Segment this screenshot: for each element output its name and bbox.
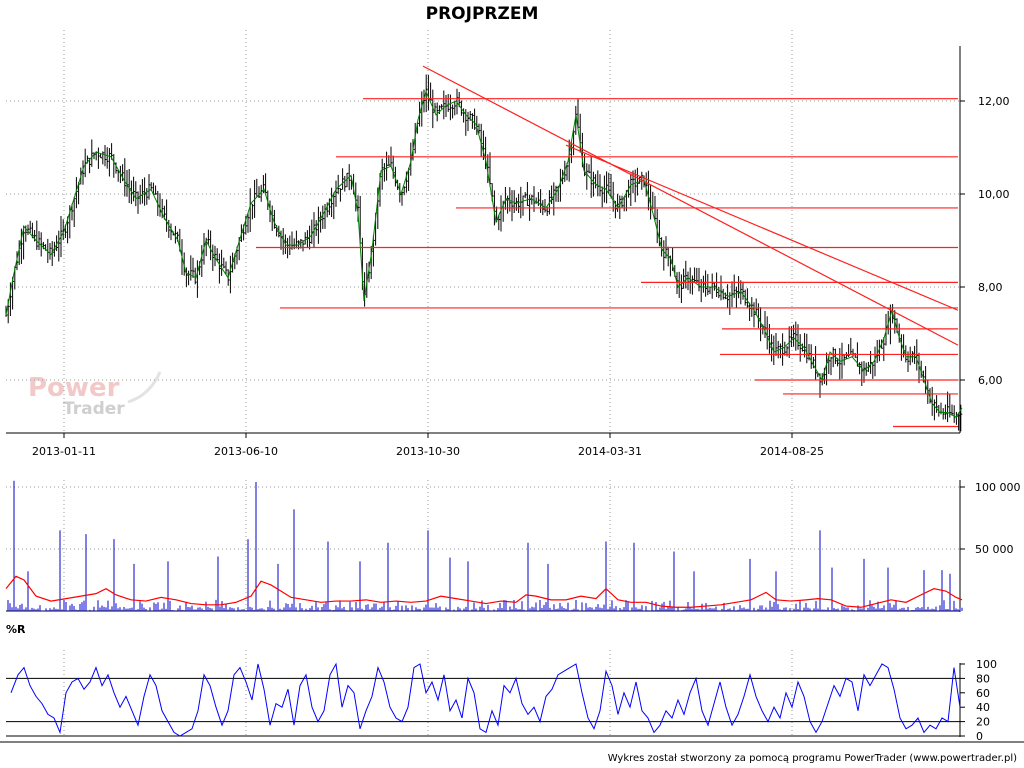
- price-y-tick-label: 8,00: [978, 281, 1003, 294]
- volume-average-line: [5, 575, 963, 608]
- watermark-line2: Trader: [63, 399, 125, 419]
- footer-credit: Wykres został stworzony za pomocą progra…: [608, 753, 1017, 764]
- watermark-swoosh-icon: [127, 371, 162, 404]
- price-y-tick-label: 12,00: [978, 95, 1010, 108]
- x-tick-label: 2013-06-10: [214, 445, 278, 458]
- williams-y-tick-label: 60: [976, 687, 990, 700]
- volume-y-tick-label: 100 000: [975, 481, 1021, 494]
- williams-y-tick-label: 20: [976, 716, 990, 729]
- chart-title: PROJPRZEM: [426, 4, 539, 24]
- x-tick-label: 2014-03-31: [578, 445, 642, 458]
- price-y-tick-label: 10,00: [978, 188, 1010, 201]
- williams-pane-label: %R: [6, 623, 26, 636]
- x-tick-label: 2014-08-25: [760, 445, 824, 458]
- watermark: Power Trader: [28, 371, 162, 419]
- watermark-line1: Power: [28, 373, 120, 403]
- volume-y-tick-label: 50 000: [975, 543, 1014, 556]
- trend-line: [565, 144, 959, 311]
- williams-y-tick-label: 0: [976, 730, 983, 743]
- williams-y-tick-label: 40: [976, 701, 990, 714]
- williams-r-line: [10, 662, 961, 737]
- price-y-tick-label: 6,00: [978, 374, 1003, 387]
- williams-y-tick-label: 80: [976, 672, 990, 685]
- trend-line: [422, 65, 959, 346]
- price-pane: [6, 30, 960, 435]
- x-tick-label: 2013-10-30: [396, 445, 460, 458]
- price-close-line: [5, 90, 963, 418]
- x-tick-label: 2013-01-11: [32, 445, 96, 458]
- williams-y-tick-label: 100: [976, 658, 997, 671]
